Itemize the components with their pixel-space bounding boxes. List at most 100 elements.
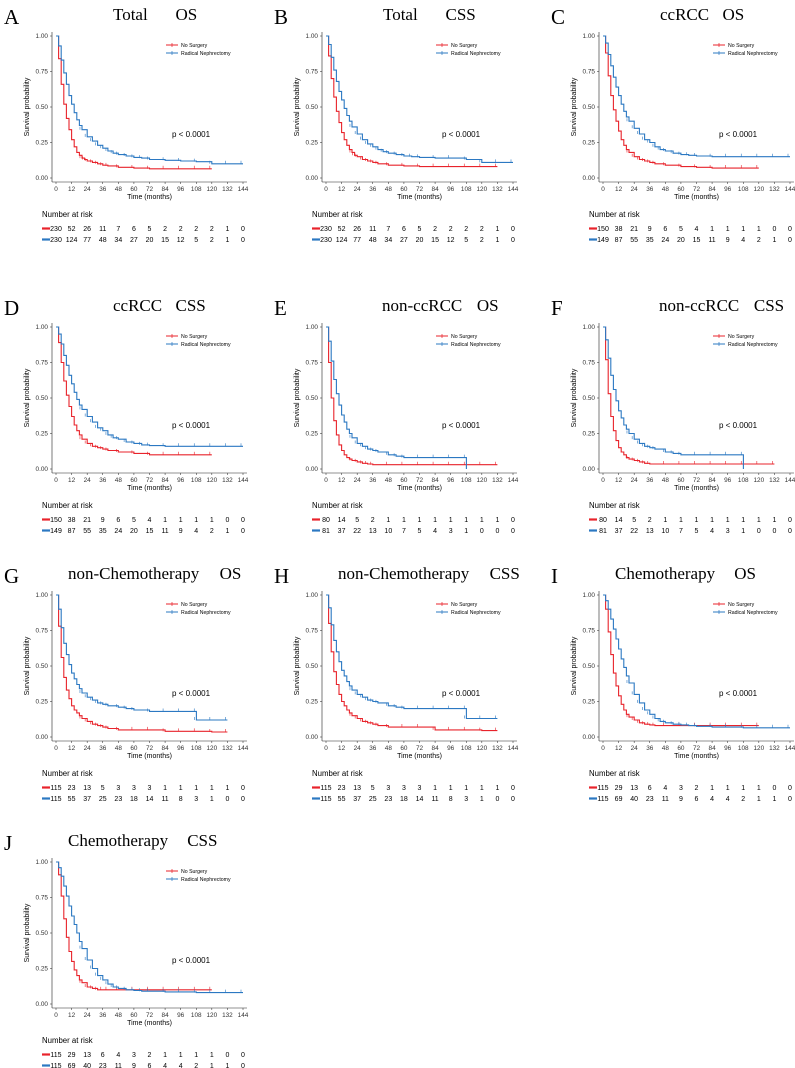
risk-count: 55 — [83, 528, 91, 535]
y-tick-label: 0.50 — [36, 104, 49, 111]
risk-count: 26 — [83, 226, 91, 233]
risk-count: 7 — [402, 528, 406, 535]
risk-count: 22 — [353, 528, 361, 535]
risk-count: 230 — [50, 226, 62, 233]
risk-count: 115 — [50, 785, 61, 792]
x-tick-label: 144 — [508, 477, 519, 484]
panel-letter: H — [274, 564, 289, 588]
y-tick-label: 0.25 — [306, 431, 319, 438]
risk-count: 230 — [320, 226, 332, 233]
x-tick-label: 72 — [693, 745, 701, 752]
x-tick-label: 132 — [492, 745, 503, 752]
risk-count: 2 — [148, 1052, 152, 1059]
risk-table-title: Number at risk — [312, 769, 363, 778]
x-tick-label: 84 — [432, 477, 440, 484]
x-axis-label: Time (months) — [397, 753, 442, 760]
risk-count: 9 — [726, 237, 730, 244]
risk-count: 20 — [146, 237, 154, 244]
legend: No Surgery Radical Nephrectomy — [436, 43, 501, 57]
risk-count: 23 — [384, 796, 392, 803]
curve-no-surgery — [56, 861, 212, 991]
risk-count: 4 — [663, 785, 667, 792]
risk-table-title: Number at risk — [312, 210, 363, 219]
risk-count: 11 — [369, 226, 376, 233]
risk-count: 5 — [679, 226, 683, 233]
risk-count: 1 — [726, 517, 730, 524]
legend-label-radical: Radical Nephrectomy — [728, 51, 778, 57]
risk-count: 230 — [320, 237, 332, 244]
x-tick-label: 0 — [54, 477, 58, 484]
risk-count: 15 — [431, 237, 439, 244]
risk-count: 40 — [83, 1063, 91, 1068]
risk-count: 3 — [148, 785, 152, 792]
x-tick-label: 48 — [385, 745, 393, 752]
risk-count: 0 — [788, 785, 792, 792]
risk-count: 2 — [210, 237, 214, 244]
x-tick-label: 24 — [354, 186, 362, 193]
risk-count: 13 — [369, 528, 377, 535]
p-value: p < 0.0001 — [172, 956, 211, 965]
p-value: p < 0.0001 — [719, 689, 758, 698]
risk-count: 2 — [741, 796, 745, 803]
curve-no-surgery — [326, 326, 498, 466]
p-value: p < 0.0001 — [719, 130, 758, 139]
risk-count: 1 — [757, 785, 761, 792]
curve-no-surgery — [326, 35, 498, 168]
risk-count: 1 — [495, 785, 499, 792]
risk-count: 25 — [99, 796, 107, 803]
y-tick-label: 0.75 — [36, 628, 49, 635]
y-tick-label: 0.50 — [306, 395, 319, 402]
x-tick-label: 120 — [476, 745, 487, 752]
y-tick-label: 0.50 — [583, 104, 596, 111]
p-value: p < 0.0001 — [172, 689, 211, 698]
risk-count: 14 — [416, 796, 424, 803]
x-tick-label: 60 — [400, 745, 408, 752]
panel-letter: D — [4, 296, 19, 320]
legend-label-no-surgery: No Surgery — [181, 43, 208, 49]
x-tick-label: 144 — [785, 745, 795, 752]
x-tick-label: 132 — [769, 745, 780, 752]
risk-count: 14 — [615, 517, 623, 524]
x-tick-label: 0 — [601, 186, 605, 193]
risk-count: 3 — [132, 785, 136, 792]
y-tick-label: 1.00 — [306, 592, 319, 599]
risk-count: 0 — [241, 517, 245, 524]
x-tick-label: 36 — [646, 186, 654, 193]
risk-count: 9 — [179, 528, 183, 535]
x-tick-label: 132 — [769, 186, 780, 193]
risk-count: 0 — [225, 1052, 229, 1059]
x-tick-label: 48 — [385, 186, 393, 193]
risk-count: 2 — [480, 226, 484, 233]
x-tick-label: 120 — [753, 186, 764, 193]
risk-count: 1 — [464, 528, 468, 535]
y-tick-label: 0.75 — [583, 360, 596, 367]
panel-title-left: ccRCC — [113, 296, 162, 315]
x-tick-label: 48 — [115, 745, 123, 752]
risk-count: 77 — [353, 237, 361, 244]
risk-count: 1 — [710, 517, 714, 524]
panel-title-left: Total — [383, 5, 418, 24]
risk-count: 55 — [68, 796, 76, 803]
y-tick-label: 1.00 — [36, 592, 49, 599]
risk-count: 1 — [695, 517, 699, 524]
curve-radical-nephrectomy — [326, 35, 513, 163]
risk-count: 1 — [480, 796, 484, 803]
panel-title-right: CSS — [446, 5, 476, 24]
risk-count: 1 — [225, 1063, 229, 1068]
curve-radical-nephrectomy — [603, 326, 744, 469]
x-tick-label: 0 — [324, 186, 328, 193]
risk-count: 0 — [788, 237, 792, 244]
risk-count: 23 — [646, 796, 654, 803]
x-tick-label: 144 — [508, 745, 519, 752]
x-tick-label: 48 — [385, 477, 393, 484]
risk-count: 11 — [161, 528, 168, 535]
curve-radical-nephrectomy — [326, 594, 498, 720]
curve-radical-nephrectomy — [56, 35, 243, 165]
risk-count: 6 — [116, 517, 120, 524]
curve-radical-nephrectomy — [56, 594, 228, 721]
risk-count: 1 — [449, 517, 453, 524]
curve-no-surgery — [326, 594, 498, 732]
risk-count: 5 — [464, 237, 468, 244]
x-tick-label: 60 — [400, 186, 408, 193]
x-tick-label: 84 — [709, 745, 717, 752]
